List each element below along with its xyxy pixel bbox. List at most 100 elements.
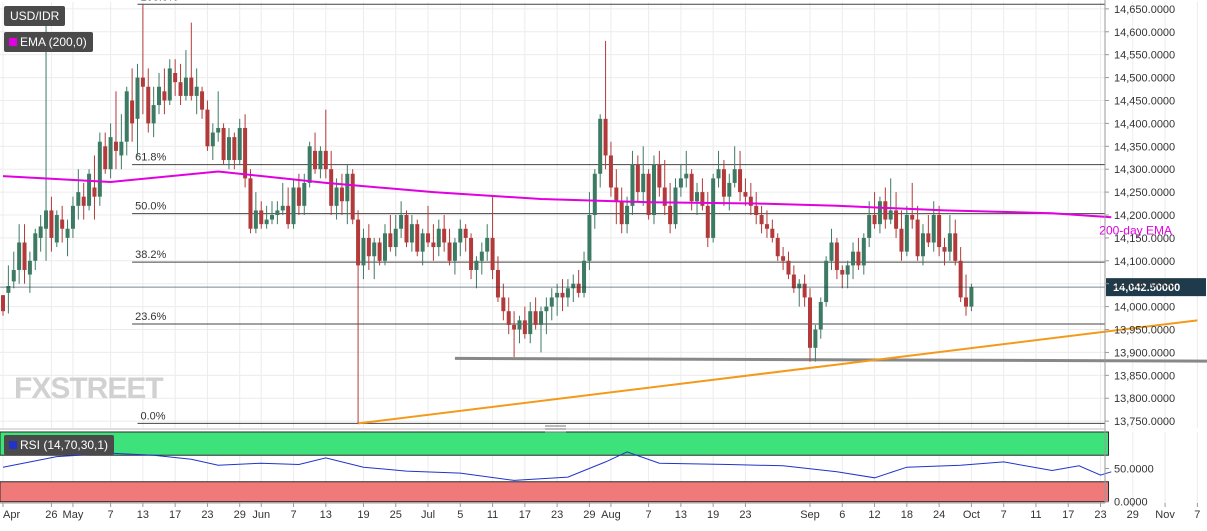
candle-body [818, 302, 823, 330]
candle [76, 169, 81, 220]
candle [426, 205, 431, 248]
time-tick-label: 7 [290, 509, 296, 521]
candle-body [49, 210, 54, 238]
time-tick-label: 29 [234, 509, 246, 521]
candle [775, 233, 780, 261]
candle [856, 237, 861, 270]
candle [915, 205, 920, 261]
candle-body [512, 324, 517, 330]
time-tick-label: 11 [487, 509, 498, 521]
time-tick-label: 13 [675, 509, 687, 521]
candle [630, 150, 635, 215]
candle-body [964, 297, 969, 307]
candle-body [87, 173, 92, 206]
price-tick-label: 13,800.0000 [1114, 393, 1175, 405]
candle [695, 182, 700, 215]
candle-body [582, 260, 587, 293]
candle-body [232, 137, 237, 161]
candle-body [210, 132, 215, 147]
candle-body [721, 169, 726, 197]
candle [549, 288, 554, 321]
candle-body [592, 173, 597, 215]
candle-body [834, 242, 839, 270]
candle [894, 192, 899, 238]
candle-body [942, 247, 947, 252]
candle-body [920, 233, 925, 257]
candle-body [958, 260, 963, 298]
fib-label: 0.0% [141, 410, 166, 422]
candle [178, 63, 183, 106]
candle-body [189, 77, 194, 96]
candle [759, 205, 764, 234]
candle [851, 242, 856, 280]
price-tick-label: 13,850.0000 [1114, 370, 1175, 382]
price-tick-label: 13,950.0000 [1114, 325, 1175, 337]
time-tick-label: 23 [201, 509, 213, 521]
candle-body [565, 288, 570, 298]
candle [614, 169, 619, 225]
candle [479, 242, 484, 275]
candle-body [108, 137, 113, 170]
candle-body [539, 311, 543, 325]
candle-body [92, 187, 97, 197]
candle [668, 182, 673, 234]
candle-body [625, 205, 630, 225]
candle [635, 155, 640, 202]
candle-body [286, 205, 291, 225]
candle [910, 182, 915, 229]
fib-label: 61.8% [135, 152, 166, 164]
candle [334, 178, 339, 220]
candle [382, 224, 387, 266]
candle-body [781, 256, 786, 261]
candle-body [754, 205, 759, 215]
candle-body [431, 242, 436, 248]
candle [512, 311, 517, 357]
candle [587, 192, 592, 270]
candle [824, 256, 829, 307]
candle-body [824, 260, 829, 303]
candle [81, 182, 86, 220]
time-tick-label: 12 [868, 509, 880, 521]
ema-badge[interactable]: EMA (200,0) [4, 32, 93, 52]
candle-body [533, 311, 538, 325]
candle-body [345, 173, 350, 202]
candle-body [173, 73, 178, 83]
candle-body [797, 283, 802, 289]
candle-body [576, 283, 581, 293]
candle-body [673, 187, 678, 225]
candle [323, 109, 328, 179]
candle [377, 237, 382, 266]
candle-body [716, 169, 721, 179]
candle-body [436, 228, 441, 248]
candle [646, 169, 651, 220]
candle-body [140, 77, 145, 87]
candle-body [695, 192, 700, 202]
candle [232, 132, 237, 170]
candle [345, 164, 350, 225]
candle-body [366, 237, 371, 257]
candle [490, 196, 495, 280]
candle [743, 178, 748, 206]
ascending-trend-line [357, 319, 1198, 425]
time-tick-label: 17 [519, 509, 531, 521]
candle [146, 68, 151, 133]
candle-body [732, 169, 737, 183]
candle-body [619, 201, 624, 225]
candle-body [259, 210, 264, 225]
candle-body [861, 237, 866, 266]
candle-body [802, 283, 807, 298]
candle [286, 187, 291, 229]
rsi-badge[interactable]: RSI (14,70,30,1) [4, 435, 115, 455]
candle [431, 224, 436, 261]
candle-body [490, 237, 495, 270]
candle-body [162, 91, 167, 101]
last-price-tag [1106, 278, 1206, 297]
time-tick-label: 26 [45, 509, 57, 521]
candle-body [947, 233, 952, 252]
symbol-badge[interactable]: USD/IDR [4, 6, 66, 26]
time-tick-label: 29 [1127, 509, 1139, 521]
candle [130, 68, 135, 142]
candle [339, 173, 344, 215]
time-tick-label: 13 [320, 509, 332, 521]
candle [124, 86, 129, 156]
